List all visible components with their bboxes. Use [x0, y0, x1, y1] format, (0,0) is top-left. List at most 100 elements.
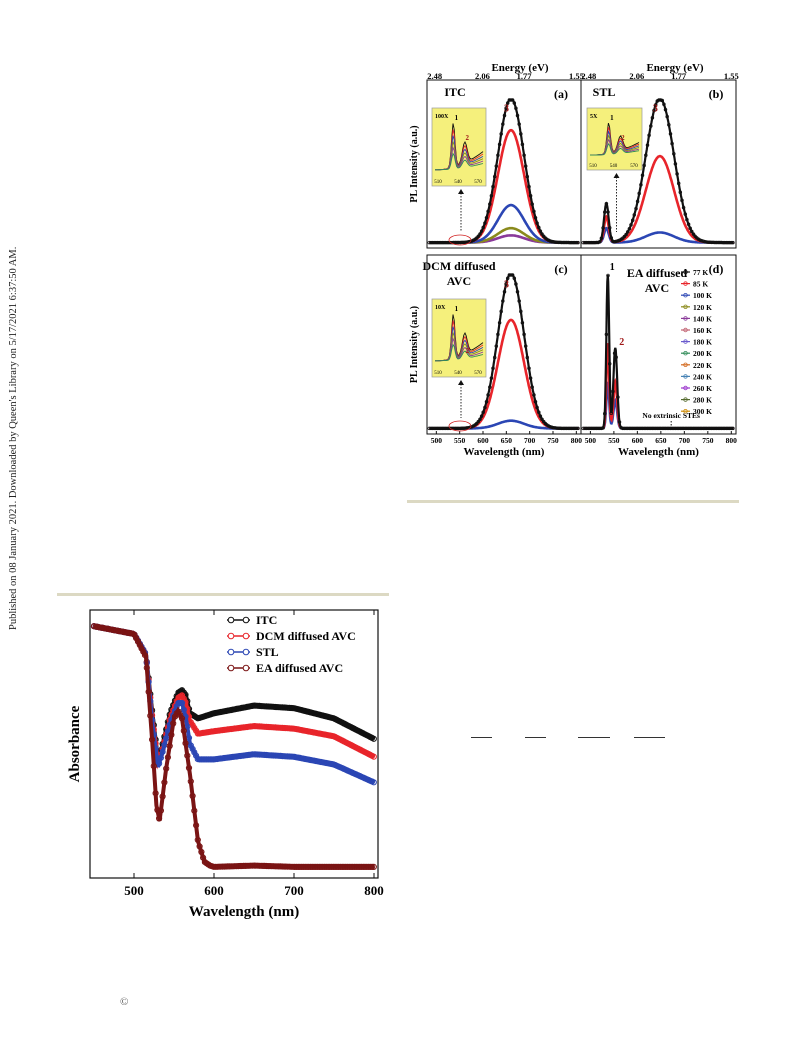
data-point — [152, 790, 159, 797]
data-point — [637, 191, 641, 196]
data-point — [510, 273, 515, 277]
legend-label: 280 K — [693, 396, 712, 405]
data-point — [584, 240, 589, 245]
data-point — [455, 240, 459, 245]
data-point — [514, 282, 518, 286]
data-point — [496, 153, 500, 157]
data-point — [540, 232, 544, 236]
data-point — [496, 332, 500, 337]
data-point — [556, 426, 561, 430]
data-point — [177, 699, 184, 707]
data-point — [591, 426, 595, 431]
data-point — [499, 309, 503, 314]
legend-marker — [683, 397, 688, 402]
data-point — [614, 355, 618, 360]
data-point — [607, 362, 612, 366]
panel-letter: (a) — [554, 87, 568, 101]
data-point — [649, 124, 653, 128]
legend-marker — [683, 339, 688, 344]
data-point — [184, 752, 191, 759]
data-point — [448, 240, 453, 245]
data-point — [520, 320, 525, 325]
data-point — [443, 240, 448, 245]
data-point — [589, 240, 594, 245]
data-point — [711, 240, 715, 245]
data-point — [460, 426, 464, 431]
data-point — [489, 376, 494, 380]
x-tick-label: 600 — [204, 883, 224, 898]
data-point — [709, 426, 714, 431]
data-point — [726, 426, 730, 431]
data-point — [598, 426, 602, 431]
data-point — [614, 239, 618, 244]
data-point — [678, 190, 683, 194]
data-point — [632, 213, 637, 217]
inset-scale: 5X — [590, 114, 598, 120]
x-tick-label: 600 — [632, 436, 644, 445]
data-point — [647, 426, 651, 431]
data-point — [166, 742, 173, 750]
data-point — [617, 238, 622, 242]
data-point — [624, 426, 628, 431]
data-point — [625, 230, 630, 234]
data-point — [483, 221, 487, 225]
data-point — [180, 706, 187, 713]
inset-peak-label: 2 — [621, 134, 625, 142]
inset-curve — [435, 343, 484, 362]
top-tick-label: 2.48 — [581, 71, 596, 81]
x-tick-label: 700 — [679, 436, 691, 445]
data-point — [569, 240, 574, 245]
panel-title: DCM diffused — [422, 259, 495, 273]
panel-frame — [580, 254, 737, 435]
data-point — [642, 163, 646, 168]
data-point — [593, 426, 597, 431]
legend-label: 180 K — [693, 338, 712, 347]
data-point — [706, 426, 711, 431]
data-point — [686, 222, 691, 227]
data-point — [594, 426, 599, 431]
data-point — [681, 426, 686, 431]
data-point — [644, 426, 648, 431]
data-point — [189, 792, 196, 800]
data-point — [611, 239, 615, 243]
data-point — [369, 863, 376, 870]
x-tick-label: 650 — [655, 436, 667, 445]
data-point — [731, 240, 735, 245]
peak-label: 3 — [653, 104, 658, 115]
data-point — [145, 688, 152, 695]
data-point — [497, 142, 502, 147]
legend-label: 120 K — [693, 303, 712, 312]
legend-label: 220 K — [693, 361, 712, 370]
data-point — [445, 240, 450, 245]
data-point — [140, 648, 147, 655]
data-point — [576, 240, 580, 245]
data-point — [175, 699, 182, 707]
x-axis-label: Wavelength (nm) — [464, 446, 545, 458]
peak-label: 3 — [504, 279, 509, 290]
data-point — [635, 426, 640, 431]
data-point — [703, 239, 707, 244]
data-point — [589, 426, 594, 431]
data-point — [622, 234, 627, 239]
data-point — [553, 240, 557, 244]
data-point — [453, 240, 458, 245]
data-point — [609, 411, 614, 415]
data-point — [706, 240, 711, 244]
data-point — [156, 760, 163, 767]
data-point — [653, 103, 658, 107]
data-point — [703, 426, 707, 431]
data-point — [701, 239, 706, 244]
data-point — [667, 426, 671, 431]
data-point — [568, 240, 572, 245]
data-point — [675, 172, 679, 176]
data-point — [622, 426, 627, 431]
x-tick-label: 550 — [608, 436, 620, 445]
inset-tick-label: 570 — [474, 371, 482, 376]
data-point — [612, 351, 617, 356]
data-point — [532, 393, 536, 397]
data-point — [458, 240, 463, 245]
data-point — [488, 202, 492, 206]
data-point — [522, 153, 526, 157]
data-point — [588, 426, 592, 431]
equation-line — [634, 737, 665, 738]
